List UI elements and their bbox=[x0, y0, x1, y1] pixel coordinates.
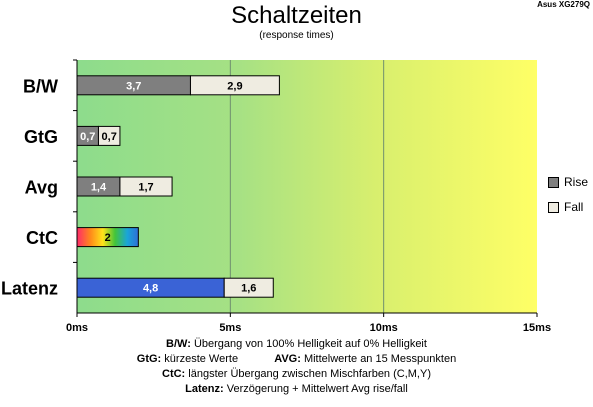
model-label: Asus XG279Q bbox=[537, 0, 590, 9]
bar-fall bbox=[223, 277, 274, 298]
note-bw-text: Übergang von 100% Helligkeit auf 0% Hell… bbox=[193, 338, 427, 350]
legend-rise: Rise bbox=[548, 175, 588, 189]
response-time-chart: 3,7 2,9 0,7 0,7 1,4 1,7 2 4,8 1,6 B/W GtG Avg CtC La… bbox=[1, 59, 551, 334]
chart-notes: B/W: Übergang von 100% Helligkeit auf 0%… bbox=[0, 337, 593, 397]
legend-swatch-rise bbox=[548, 176, 559, 188]
chart-subtitle: (response times) bbox=[259, 30, 334, 41]
bars-group: 3,7 2,9 0,7 0,7 1,4 1,7 2 4,8 1,6 bbox=[76, 75, 280, 298]
bar-fall bbox=[97, 125, 121, 146]
note-avg-text: Mittelwerte an 15 Messpunkten bbox=[303, 353, 457, 365]
note-gtg-term: GtG: bbox=[136, 353, 162, 365]
legend-label-fall: Fall bbox=[564, 200, 584, 214]
x-tick-label: 10ms bbox=[370, 322, 398, 334]
category-label: Avg bbox=[25, 178, 58, 198]
note-latenz: Latenz: Verzögerung + Mittelwert Avg ris… bbox=[0, 382, 593, 397]
note-ctc-text: längster Übergang zwischen Mischfarben (… bbox=[188, 368, 431, 380]
bar-ctc bbox=[76, 227, 139, 248]
note-avg-term: AVG: bbox=[274, 353, 301, 365]
bar-label-rise: 3,7 bbox=[126, 80, 141, 92]
bar-label-fall: 1,6 bbox=[241, 283, 256, 295]
note-latenz-text: Verzögerung + Mittelwert Avg rise/fall bbox=[226, 383, 408, 395]
note-gtg-avg: GtG: kürzeste Werte AVG: Mittelwerte an … bbox=[0, 352, 593, 367]
legend-swatch-fall bbox=[548, 201, 559, 213]
category-labels: B/W GtG Avg CtC Latenz bbox=[1, 76, 58, 298]
bar-label-fall: 1,7 bbox=[138, 182, 153, 194]
note-ctc: CtC: längster Übergang zwischen Mischfar… bbox=[0, 367, 593, 382]
legend-fall: Fall bbox=[548, 200, 583, 214]
x-tick-label: 15ms bbox=[523, 322, 551, 334]
x-tick-label: 0ms bbox=[66, 322, 88, 334]
note-ctc-term: CtC: bbox=[162, 368, 186, 380]
bar-label-ctc: 2 bbox=[105, 232, 111, 244]
x-tick-labels: 0ms 5ms 10ms 15ms bbox=[66, 322, 551, 334]
note-gtg-text: kürzeste Werte bbox=[164, 353, 239, 365]
bar-label-rise: 4,8 bbox=[143, 283, 158, 295]
bar-label-rise: 0,7 bbox=[80, 131, 95, 143]
category-label: Latenz bbox=[1, 279, 58, 299]
legend-label-rise: Rise bbox=[564, 175, 589, 189]
note-bw: B/W: Übergang von 100% Helligkeit auf 0%… bbox=[0, 337, 593, 352]
chart-title: Schaltzeiten bbox=[231, 2, 362, 29]
bar-label-rise: 1,4 bbox=[91, 182, 107, 194]
bar-fall bbox=[119, 176, 173, 197]
bar-label-fall: 0,7 bbox=[102, 131, 117, 143]
category-label: B/W bbox=[23, 76, 58, 96]
note-latenz-term: Latenz: bbox=[185, 383, 224, 395]
category-label: CtC bbox=[26, 228, 58, 248]
x-tick-label: 5ms bbox=[219, 322, 241, 334]
category-label: GtG bbox=[24, 127, 58, 147]
bar-fall bbox=[189, 75, 280, 96]
note-bw-term: B/W: bbox=[166, 338, 191, 350]
bar-label-fall: 2,9 bbox=[227, 80, 242, 92]
